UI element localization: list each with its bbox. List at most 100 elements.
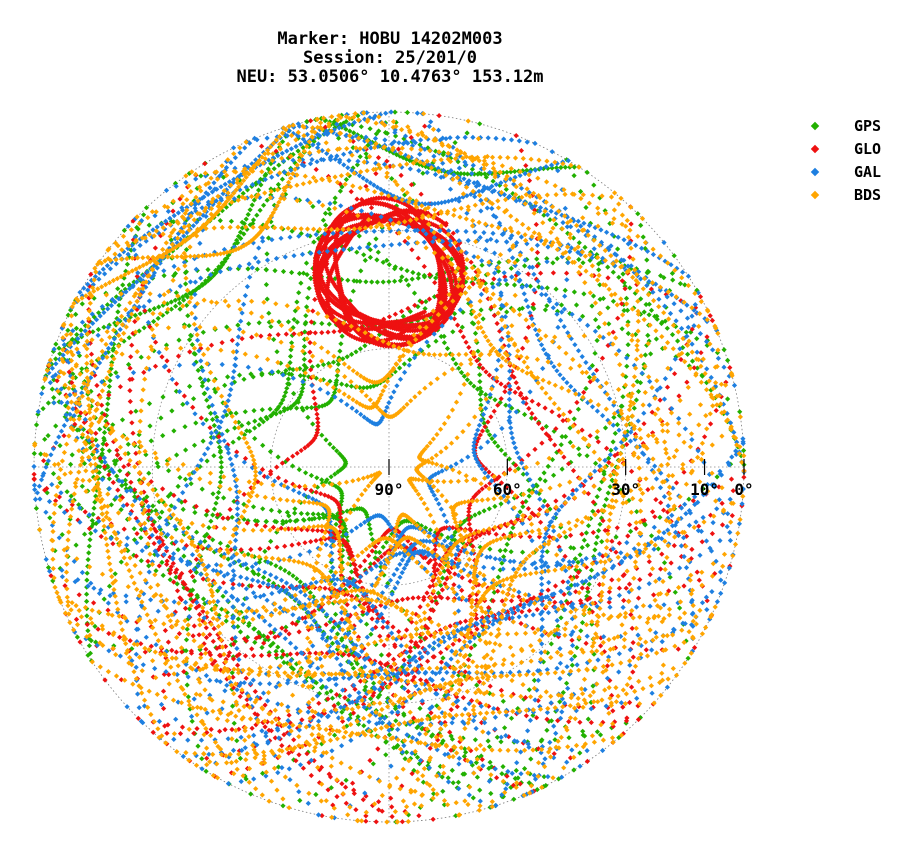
point-gps [251, 571, 257, 577]
point-gps [475, 386, 481, 392]
point-glo [495, 402, 501, 408]
point-glo [337, 507, 343, 513]
point-gps [275, 644, 281, 650]
point-gps [339, 636, 345, 642]
point-gps [259, 407, 265, 413]
point-gps [340, 356, 346, 362]
point-gps [554, 308, 561, 314]
point-gps [578, 188, 584, 195]
point-glo [236, 651, 242, 657]
point-gps [116, 302, 122, 308]
point-gps [369, 279, 375, 285]
point-gps [344, 354, 350, 360]
point-gps [580, 313, 586, 319]
point-gps [263, 267, 269, 273]
point-gps [319, 741, 325, 747]
point-gps [383, 146, 389, 153]
point-glo [621, 597, 627, 604]
point-gps [625, 319, 631, 325]
point-gps [349, 122, 355, 128]
point-glo [421, 597, 427, 603]
point-glo [367, 657, 373, 663]
point-gps [328, 568, 334, 575]
point-glo [532, 446, 538, 452]
point-glo [719, 500, 725, 506]
point-glo [249, 334, 255, 340]
point-gps [463, 279, 469, 285]
point-gps [52, 548, 58, 554]
point-gps [373, 131, 379, 137]
point-gps [346, 555, 352, 561]
point-glo [551, 751, 557, 757]
point-gps [183, 292, 189, 298]
point-gps [323, 479, 329, 485]
point-gps [172, 270, 178, 277]
point-glo [657, 397, 663, 403]
point-glo [561, 454, 567, 460]
point-gps [33, 422, 40, 428]
point-gps [645, 269, 652, 275]
point-gps [136, 328, 142, 334]
point-gps [508, 265, 514, 271]
point-gps [451, 533, 457, 539]
point-glo [380, 624, 386, 630]
point-glo [313, 432, 319, 438]
point-gps [106, 583, 113, 589]
point-gps [50, 578, 56, 584]
point-gps [508, 305, 514, 311]
point-glo [337, 514, 343, 521]
point-glo [610, 329, 616, 335]
point-gps [122, 477, 128, 483]
point-gps [593, 317, 599, 323]
point-gps [191, 396, 197, 402]
point-glo [463, 618, 469, 624]
point-gps [335, 623, 341, 629]
point-gps [346, 173, 352, 179]
point-glo [242, 653, 249, 659]
point-gps [280, 268, 287, 275]
point-glo [518, 620, 524, 627]
point-gps [468, 542, 474, 548]
point-glo [567, 409, 573, 415]
point-glo [179, 570, 185, 577]
point-glo [195, 665, 201, 671]
point-gps [357, 602, 363, 608]
point-gps [86, 543, 92, 549]
point-glo [229, 337, 235, 343]
point-gps [338, 467, 344, 473]
point-gps [544, 285, 550, 291]
point-glo [491, 526, 497, 532]
point-gps [208, 434, 214, 440]
point-glo [530, 625, 536, 631]
point-glo [187, 349, 193, 355]
point-glo [262, 724, 268, 730]
point-gps [250, 217, 257, 223]
point-glo [173, 649, 179, 655]
point-gps [151, 306, 157, 312]
point-glo [53, 498, 59, 504]
point-gps [157, 515, 163, 521]
point-glo [384, 549, 391, 555]
point-gps [469, 166, 475, 172]
point-glo [217, 652, 223, 658]
point-gps [277, 565, 284, 571]
point-glo [673, 480, 680, 486]
point-gps [366, 241, 372, 247]
point-gps [689, 358, 696, 364]
point-gps [268, 161, 274, 167]
point-glo [302, 445, 308, 451]
point-gps [195, 743, 201, 749]
point-gps [225, 374, 231, 380]
point-gps [72, 375, 79, 381]
point-gps [419, 726, 425, 732]
point-gps [303, 313, 309, 319]
point-gps [397, 520, 403, 526]
point-gps [80, 426, 87, 432]
point-gps [292, 518, 299, 524]
point-gps [476, 510, 482, 516]
point-glo [664, 384, 671, 390]
point-gps [313, 375, 319, 381]
point-gps [329, 395, 335, 401]
point-glo [378, 554, 384, 560]
point-glo [473, 534, 479, 541]
